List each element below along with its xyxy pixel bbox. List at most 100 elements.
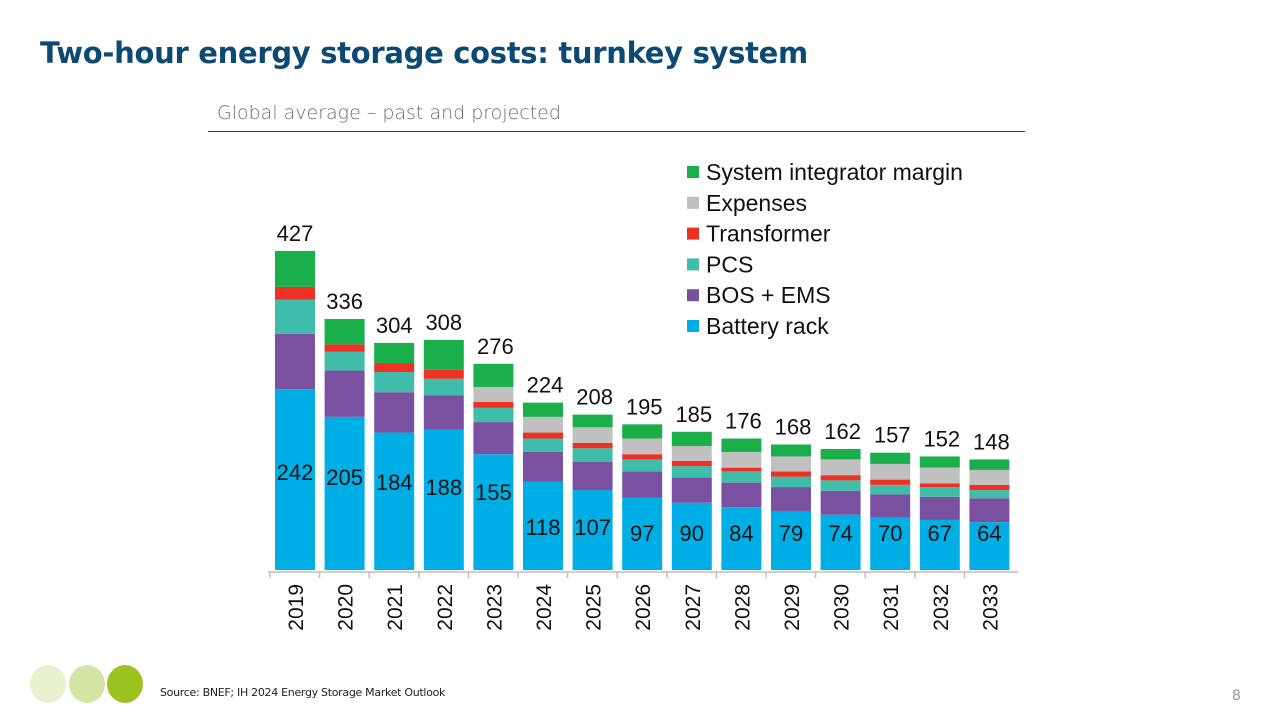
bar-segment-battery-rack	[771, 510, 811, 570]
bar-segment-battery-rack	[622, 497, 663, 570]
legend-swatch	[687, 227, 699, 240]
total-label: 276	[477, 334, 514, 359]
bar-segment-pcs	[374, 372, 415, 393]
bar-segment-transformer	[969, 484, 1010, 491]
page-number: 8	[1232, 688, 1241, 704]
x-tick-label: 2025	[583, 584, 606, 631]
bar-segment-transformer	[523, 432, 563, 439]
subtitle-underline	[208, 131, 1025, 132]
bar-segment-battery-rack	[969, 522, 1010, 570]
x-tick-label: 2019	[285, 584, 308, 631]
total-label: 152	[923, 426, 960, 451]
dot-2	[69, 665, 105, 703]
bar-segment-pcs	[275, 299, 315, 334]
bar-segment-bos-ems	[374, 392, 415, 433]
bar-segment-transformer	[671, 460, 712, 467]
source-note: Source: BNEF; IH 2024 Energy Storage Mar…	[160, 686, 446, 699]
bar-segment-bos-ems	[721, 482, 762, 508]
bar-segment-bos-ems	[423, 395, 464, 430]
battery-value-label: 90	[680, 521, 704, 546]
bar-segment-pcs	[671, 466, 712, 478]
bar-segment-transformer	[870, 479, 911, 485]
bar-segment-pcs	[423, 378, 464, 396]
bar-segment-transformer	[275, 286, 315, 300]
bar-segment-battery-rack	[275, 389, 315, 570]
bar-segment-system-integrator-margin	[572, 414, 613, 428]
battery-value-label: 205	[326, 465, 363, 490]
legend-swatch	[687, 289, 699, 302]
bar-segment-system-integrator-margin	[622, 424, 663, 439]
bar-segment-expenses	[622, 438, 663, 455]
dot-1	[30, 665, 66, 703]
bar-segment-battery-rack	[572, 490, 613, 570]
legend-label: Expenses	[706, 190, 807, 216]
bar-segment-bos-ems	[671, 477, 712, 503]
bar-segment-bos-ems	[473, 422, 514, 455]
legend-swatch	[687, 196, 699, 209]
bar-segment-battery-rack	[721, 507, 762, 570]
bar-segment-transformer	[820, 475, 861, 481]
bar-segment-system-integrator-margin	[275, 251, 315, 287]
bar-segment-expenses	[919, 467, 960, 484]
bar-segment-battery-rack	[820, 514, 861, 570]
battery-value-label: 242	[277, 460, 314, 485]
bars-group	[275, 251, 1010, 570]
legend-swatch	[687, 258, 699, 271]
bar-segment-system-integrator-margin	[671, 431, 712, 446]
bar-segment-pcs	[622, 459, 663, 472]
bar-segment-system-integrator-margin	[870, 452, 911, 464]
battery-value-label: 107	[574, 515, 611, 540]
bar-segment-system-integrator-margin	[969, 459, 1010, 470]
battery-value-label: 74	[828, 521, 852, 546]
slide-title: Two-hour energy storage costs: turnkey s…	[40, 36, 808, 70]
x-tick-label: 2030	[831, 584, 854, 631]
legend-label: Battery rack	[706, 313, 829, 339]
bar-segment-battery-rack	[870, 517, 911, 570]
bar-segment-system-integrator-margin	[919, 456, 960, 468]
battery-value-label: 64	[977, 521, 1001, 546]
bar-segment-transformer	[324, 344, 365, 352]
total-label: 304	[376, 313, 413, 338]
bar-segment-system-integrator-margin	[771, 444, 811, 457]
bar-segment-system-integrator-margin	[523, 402, 563, 417]
bar-segment-bos-ems	[969, 498, 1010, 523]
bar-segment-bos-ems	[622, 471, 663, 498]
battery-value-label: 70	[878, 521, 902, 546]
bar-segment-bos-ems	[870, 494, 911, 518]
bar-segment-transformer	[572, 442, 613, 449]
battery-value-label: 155	[475, 480, 512, 505]
x-tick-label: 2023	[483, 584, 506, 631]
bar-segment-pcs	[870, 484, 911, 495]
total-label: 162	[824, 419, 861, 444]
bar-segment-bos-ems	[771, 487, 811, 511]
bar-segment-pcs	[324, 351, 365, 371]
chart-subtitle: Global average – past and projected	[217, 102, 561, 124]
bar-segment-system-integrator-margin	[473, 363, 514, 387]
bar-segment-transformer	[374, 363, 415, 373]
bar-segment-system-integrator-margin	[721, 438, 762, 452]
bar-segment-battery-rack	[523, 481, 563, 570]
bar-segment-system-integrator-margin	[423, 339, 464, 370]
x-tick-label: 2031	[880, 584, 903, 631]
bar-segment-transformer	[622, 454, 663, 460]
legend-swatch	[687, 166, 699, 178]
bar-segment-bos-ems	[523, 451, 563, 482]
bar-segment-battery-rack	[324, 416, 365, 570]
bar-segment-pcs	[771, 476, 811, 488]
x-tick-label: 2028	[731, 584, 754, 631]
bar-segment-transformer	[771, 471, 811, 477]
bar-segment-expenses	[820, 459, 861, 476]
bar-segment-transformer	[721, 467, 762, 472]
battery-value-label: 184	[376, 470, 413, 495]
battery-value-label: 67	[928, 521, 952, 546]
x-tick-label: 2022	[434, 584, 457, 631]
bar-segment-bos-ems	[324, 370, 365, 417]
total-label: 168	[775, 414, 812, 439]
bar-segment-pcs	[721, 471, 762, 483]
legend-label: Transformer	[706, 221, 831, 247]
x-tick-label: 2032	[930, 584, 953, 631]
bar-segment-system-integrator-margin	[324, 318, 365, 345]
x-axis: 2019 2020 2021 2022 2023 2024 2025 2026 2027 2028…	[268, 571, 1018, 631]
bar-segment-expenses	[870, 463, 911, 480]
